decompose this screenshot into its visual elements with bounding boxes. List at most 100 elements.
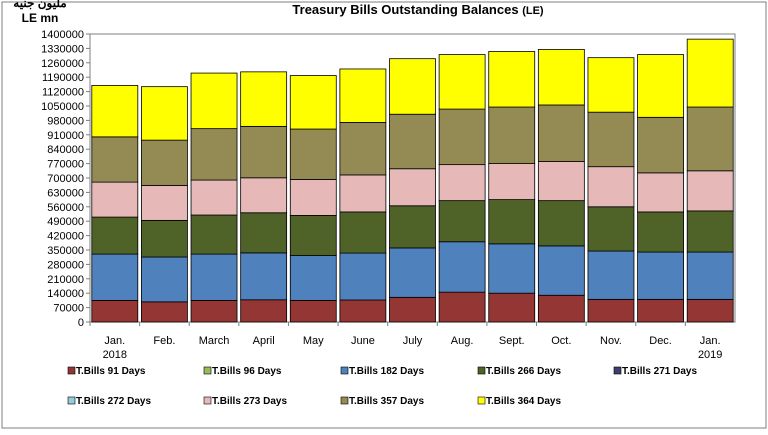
bar-segment bbox=[686, 106, 734, 172]
bar-segment bbox=[537, 294, 585, 323]
legend-swatch bbox=[340, 366, 349, 375]
y-tick-label: 910000 bbox=[47, 130, 84, 142]
bar-segment bbox=[587, 57, 635, 113]
bar-segment bbox=[537, 49, 585, 106]
legend-label: T.Bills 273 Days bbox=[212, 396, 287, 407]
bar-segment bbox=[438, 200, 486, 243]
bar-segment bbox=[686, 170, 734, 212]
bar-segment bbox=[389, 296, 436, 323]
bar-segment bbox=[637, 172, 684, 213]
bar-segment bbox=[637, 211, 684, 253]
bar-segment bbox=[587, 250, 635, 300]
legend-label: T.Bills 272 Days bbox=[76, 396, 151, 407]
y-tick-label: 350000 bbox=[47, 245, 84, 257]
y-tick-label: 840000 bbox=[47, 144, 84, 156]
legend-swatch bbox=[477, 396, 486, 405]
legend-label: T.Bills 182 Days bbox=[349, 366, 424, 377]
bar-segment bbox=[190, 214, 238, 255]
bar-segment bbox=[537, 161, 585, 202]
legend-swatch bbox=[67, 366, 76, 375]
bar-segment bbox=[389, 247, 436, 298]
y-tick-label: 1260000 bbox=[41, 58, 84, 70]
x-tick-label: Jan. bbox=[700, 335, 721, 347]
bar-segment bbox=[389, 113, 436, 170]
bar-segment bbox=[339, 299, 387, 323]
bar-segment bbox=[488, 163, 536, 201]
y-tick-label: 210000 bbox=[47, 274, 84, 286]
bar-segment bbox=[438, 54, 486, 110]
legend-swatch bbox=[340, 396, 349, 405]
x-tick-label: March bbox=[199, 335, 230, 347]
bar-segment bbox=[289, 215, 337, 256]
bar-segment bbox=[339, 174, 387, 213]
bar-segment bbox=[537, 245, 585, 296]
bar-segment bbox=[686, 298, 734, 323]
bar-segment bbox=[240, 177, 288, 214]
bar-segment bbox=[190, 72, 238, 130]
bar-segment bbox=[289, 299, 337, 323]
y-tick-label: 1330000 bbox=[41, 43, 84, 55]
bar-segment bbox=[339, 122, 387, 176]
legend-label: T.Bills 357 Days bbox=[349, 396, 424, 407]
bar-segment bbox=[91, 299, 139, 323]
chart-title-suffix: (LE) bbox=[522, 5, 544, 17]
legend-swatch bbox=[203, 366, 212, 375]
bar-segment bbox=[488, 106, 536, 165]
bar-segment bbox=[240, 299, 288, 323]
bar-segment bbox=[587, 166, 635, 208]
bar-segment bbox=[637, 116, 684, 174]
bar-segment bbox=[190, 128, 238, 181]
bar-segment bbox=[91, 136, 139, 183]
bar-segment bbox=[587, 206, 635, 252]
plot-area: 0 70000 140000 210000 280000 350000 420000 4900… bbox=[41, 29, 736, 361]
bar-segment bbox=[488, 243, 536, 294]
unit-label-arabic: مليون جنيه bbox=[13, 0, 66, 11]
x-tick-label: Aug. bbox=[451, 335, 474, 347]
bar-segment bbox=[289, 179, 337, 216]
y-tick-label: 420000 bbox=[47, 231, 84, 243]
bar-segment bbox=[438, 291, 486, 323]
bar-segment bbox=[141, 86, 188, 141]
y-tick-label: 280000 bbox=[47, 259, 84, 271]
bar-segment bbox=[91, 216, 139, 255]
legend-label: T.Bills 96 Days bbox=[212, 366, 282, 377]
chart-title: Treasury Bills Outstanding Balances (LE) bbox=[292, 2, 543, 17]
legend-label: T.Bills 91 Days bbox=[76, 366, 146, 377]
bar-segment bbox=[686, 38, 734, 108]
bar-segment bbox=[537, 200, 585, 247]
bar-segment bbox=[141, 139, 188, 186]
x-tick-label: April bbox=[253, 335, 275, 347]
legend-swatch bbox=[67, 396, 76, 405]
bar-segment bbox=[141, 185, 188, 221]
y-tick-label: 1050000 bbox=[41, 101, 84, 113]
bar-segment bbox=[587, 298, 635, 323]
y-tick-label: 140000 bbox=[47, 288, 84, 300]
x-tick-year-label: 2019 bbox=[698, 349, 722, 361]
y-tick-label: 700000 bbox=[47, 173, 84, 185]
bar-segment bbox=[141, 256, 188, 303]
x-tick-label: Sept. bbox=[499, 335, 525, 347]
y-tick-label: 490000 bbox=[47, 216, 84, 228]
chart-title-main: Treasury Bills Outstanding Balances bbox=[292, 2, 518, 17]
legend: T.Bills 91 Days T.Bills 96 Days T.Bills 18… bbox=[67, 366, 697, 407]
bar-segment bbox=[190, 299, 238, 323]
x-tick-label: June bbox=[351, 335, 375, 347]
bar-segment bbox=[289, 128, 337, 180]
bar-segment bbox=[339, 211, 387, 254]
x-tick-label: Nov. bbox=[600, 335, 622, 347]
bar-segment bbox=[91, 181, 139, 218]
legend-label: T.Bills 364 Days bbox=[486, 396, 561, 407]
bar-segment bbox=[438, 164, 486, 202]
bar-segment bbox=[339, 252, 387, 301]
x-tick-label: July bbox=[403, 335, 423, 347]
y-tick-label: 1120000 bbox=[42, 87, 84, 99]
bar-segment bbox=[240, 71, 288, 127]
bar-segment bbox=[240, 252, 288, 301]
x-tick-label: Feb. bbox=[153, 335, 175, 347]
legend-swatch bbox=[203, 396, 212, 405]
y-tick-label: 0 bbox=[78, 317, 84, 329]
bar-segment bbox=[537, 104, 585, 162]
bar-segment bbox=[289, 75, 337, 130]
